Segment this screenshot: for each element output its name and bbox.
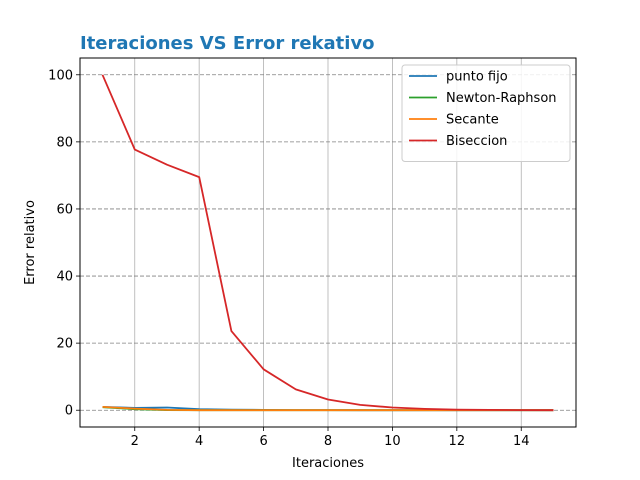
y-tick-label: 40 [56,270,73,285]
y-axis-label: Error relativo [23,200,38,285]
y-axis: 0 20 40 60 80 100 [48,68,80,419]
x-tick-label: 12 [449,434,466,449]
y-tick-label: 80 [56,135,73,150]
x-tick-label: 4 [195,434,203,449]
y-tick-label: 100 [48,68,73,83]
legend: punto fijo Newton-Raphson Secante Biseccion [401,64,571,162]
x-axis-label: Iteraciones [292,456,364,471]
x-tick-label: 2 [131,434,139,449]
series-lines [101,74,554,412]
x-tick-label: 14 [513,434,530,449]
legend-label: punto fijo [446,70,508,85]
x-tick-label: 8 [324,434,332,449]
series-line-3 [101,74,554,412]
x-tick-label: 6 [259,434,267,449]
x-axis: 2 4 6 8 10 12 14 [131,427,530,449]
y-tick-label: 0 [65,404,73,419]
y-tick-label: 60 [56,202,73,217]
legend-label: Biseccion [446,134,507,149]
legend-label: Newton-Raphson [446,91,557,106]
legend-label: Secante [446,113,499,128]
chart-title: Iteraciones VS Error rekativo [80,33,375,54]
legend-box [401,64,571,162]
y-tick-label: 20 [56,337,73,352]
x-tick-label: 10 [384,434,401,449]
